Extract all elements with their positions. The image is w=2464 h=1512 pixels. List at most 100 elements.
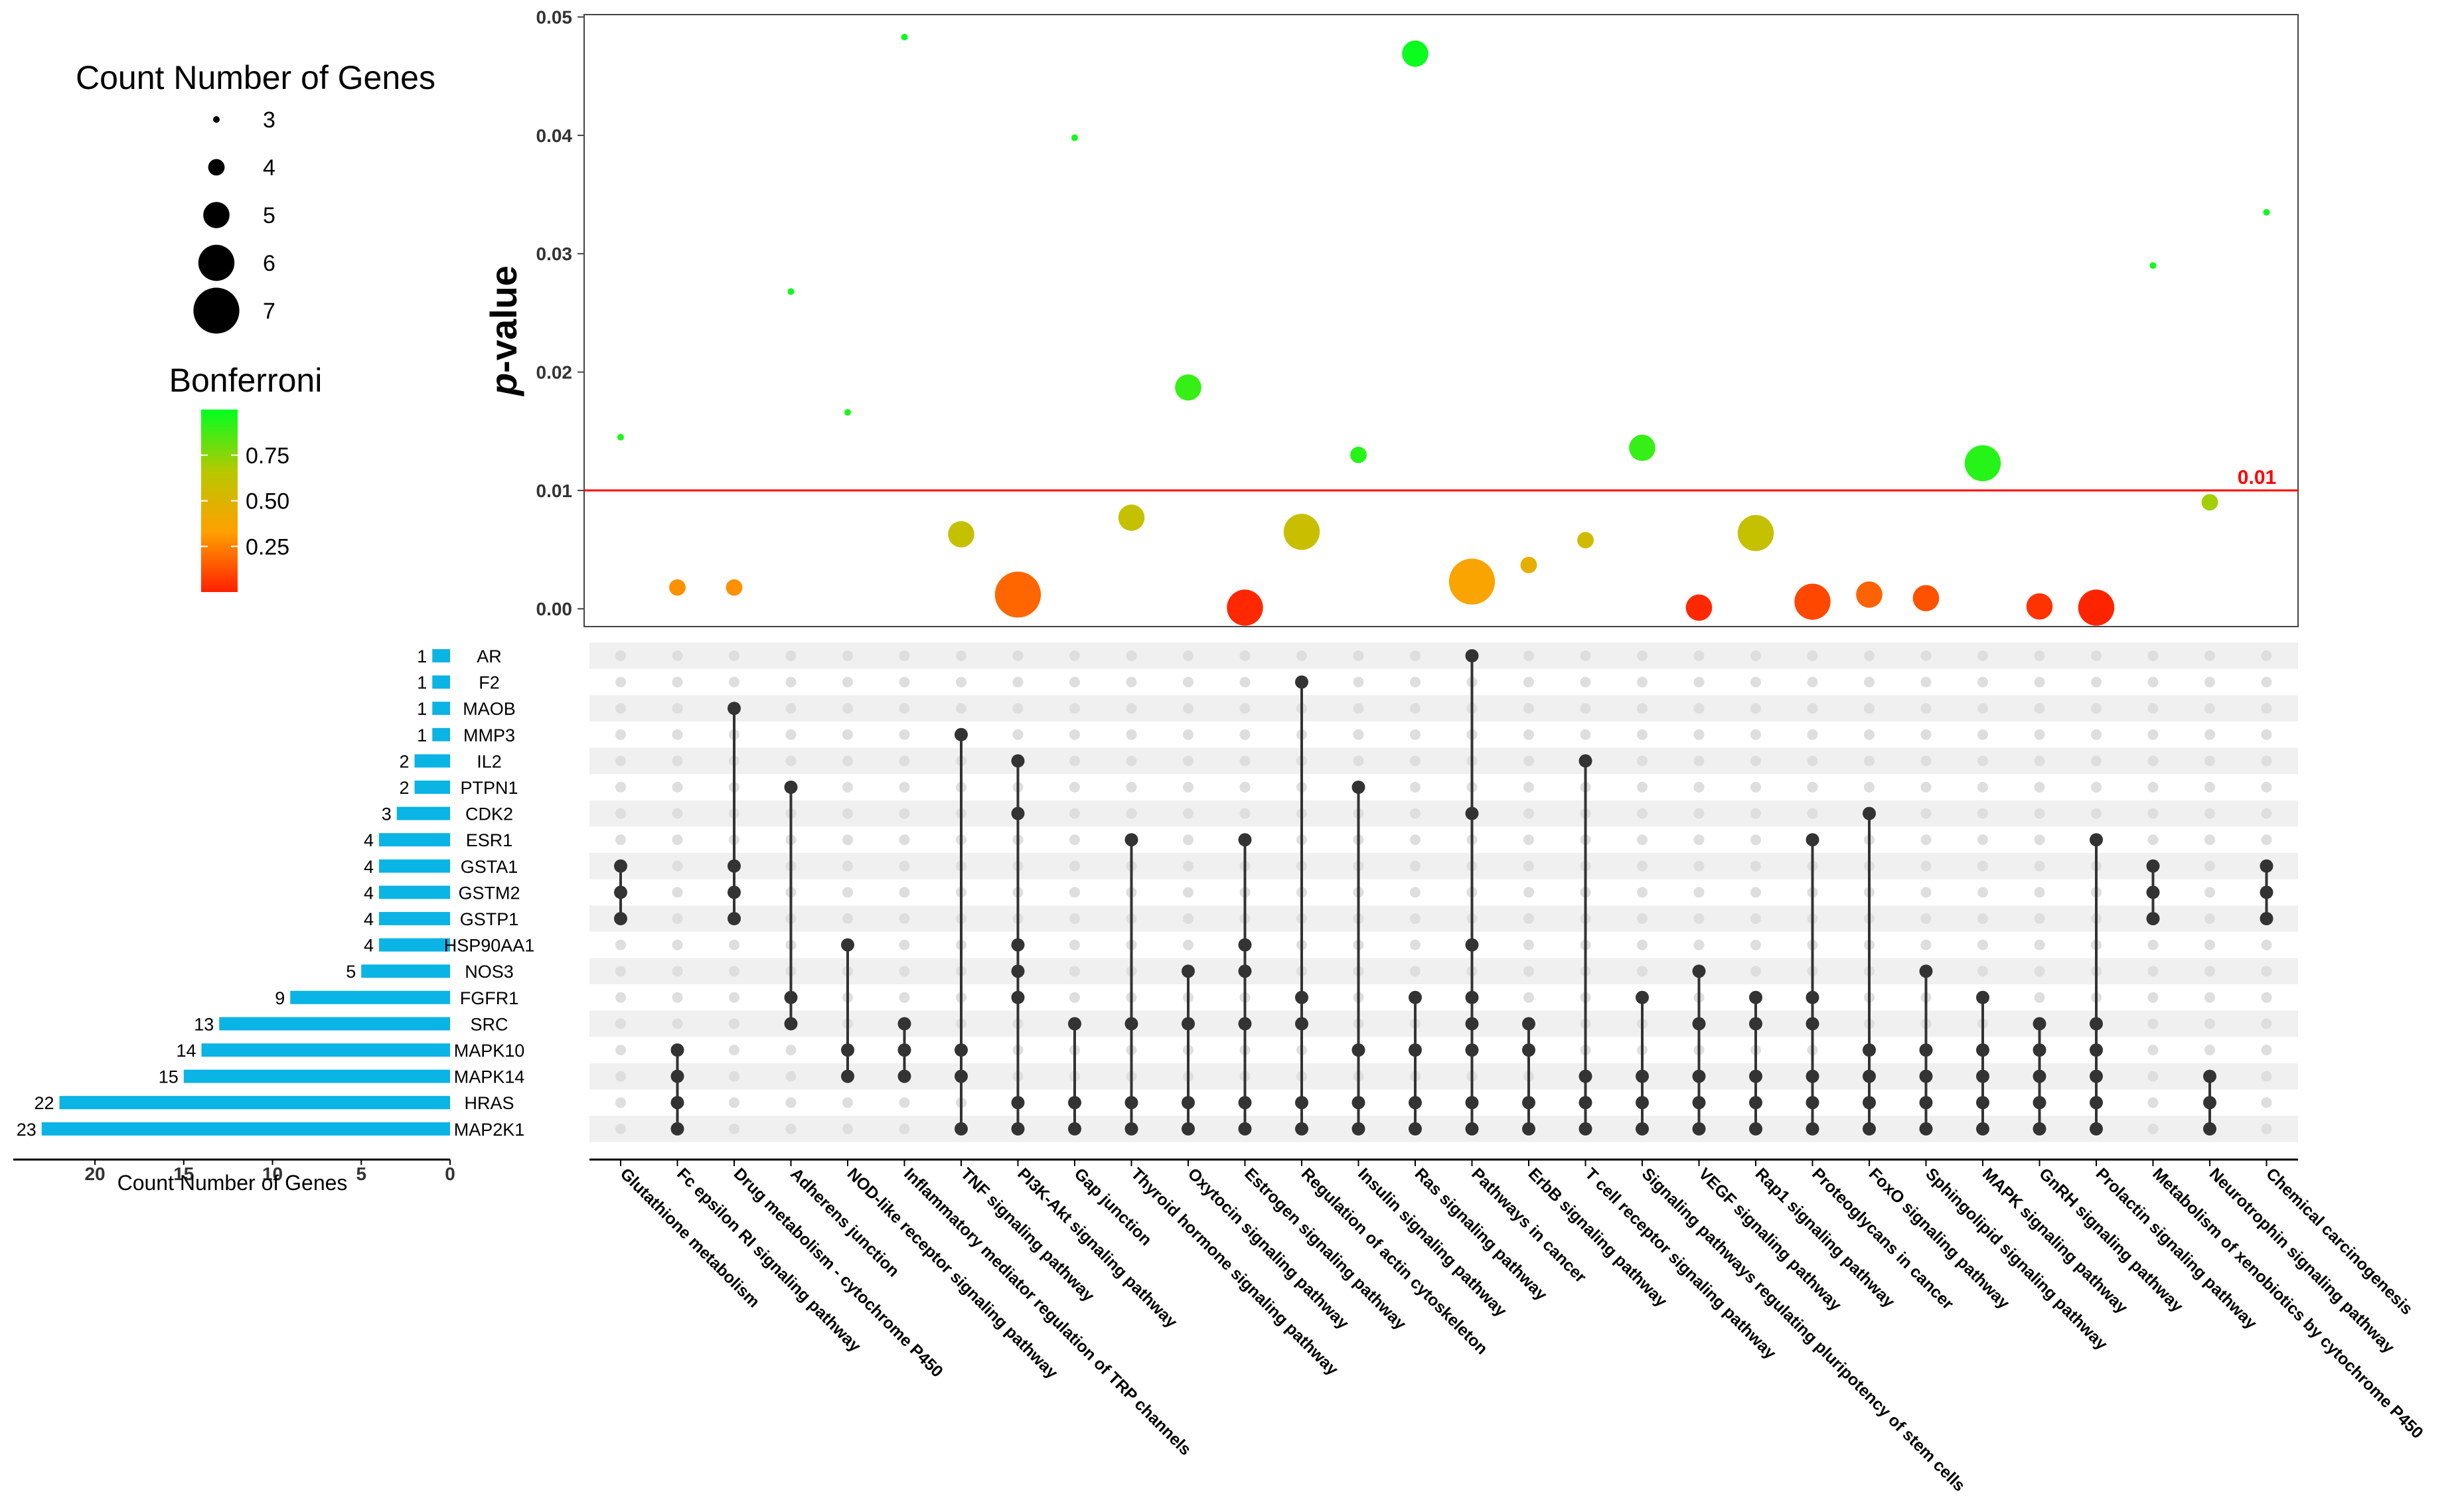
gene-count-label: 9: [275, 988, 285, 1008]
gene-bar: [414, 754, 450, 768]
matrix-empty-dot: [1523, 703, 1534, 714]
matrix-member-dot: [670, 1122, 684, 1136]
gene-count-label: 4: [364, 936, 374, 956]
matrix-member-dot: [1238, 964, 1252, 978]
matrix-empty-dot: [672, 939, 683, 950]
pvalue-point: [1520, 556, 1537, 573]
matrix-empty-dot: [1920, 703, 1932, 714]
matrix-empty-dot: [2261, 1097, 2272, 1108]
matrix-member-dot: [841, 938, 854, 952]
matrix-band: [589, 747, 2298, 775]
bar-x-tick-label: 10: [262, 1164, 283, 1184]
matrix-empty-dot: [1750, 939, 1761, 950]
matrix-member-dot: [1806, 833, 1819, 847]
matrix-member-dot: [1579, 1122, 1592, 1136]
gene-label: NOS3: [465, 962, 514, 982]
matrix-empty-dot: [2147, 676, 2159, 688]
size-legend-label: 6: [263, 251, 275, 276]
matrix-member-dot: [1976, 1096, 1989, 1110]
matrix-empty-dot: [956, 676, 966, 688]
matrix-empty-dot: [1069, 887, 1080, 898]
matrix-empty-dot: [672, 676, 683, 688]
gene-bar: [379, 912, 450, 925]
matrix-empty-dot: [1296, 650, 1307, 661]
matrix-empty-dot: [2034, 729, 2045, 740]
matrix-empty-dot: [1183, 939, 1194, 950]
matrix-empty-dot: [1637, 650, 1648, 661]
matrix-member-dot: [897, 1017, 911, 1031]
matrix-empty-dot: [2147, 966, 2159, 977]
matrix-empty-dot: [615, 808, 626, 819]
matrix-empty-dot: [1920, 782, 1932, 793]
matrix-empty-dot: [842, 676, 853, 688]
matrix-empty-dot: [2204, 966, 2215, 977]
matrix-empty-dot: [615, 782, 626, 793]
matrix-empty-dot: [729, 650, 739, 661]
matrix-member-dot: [1465, 649, 1479, 662]
matrix-empty-dot: [1977, 676, 1988, 688]
matrix-empty-dot: [2261, 1018, 2272, 1029]
pvalue-axis-title: p-value: [483, 265, 524, 397]
pvalue-point: [2026, 593, 2053, 620]
gene-bar: [432, 649, 450, 662]
matrix-member-dot: [1465, 1122, 1479, 1136]
gene-label: AR: [477, 646, 502, 666]
matrix-empty-dot: [2034, 834, 2045, 846]
matrix-empty-dot: [615, 676, 626, 688]
pvalue-point: [726, 579, 743, 596]
pvalue-point: [1737, 514, 1774, 552]
matrix-empty-dot: [2147, 782, 2159, 793]
matrix-empty-dot: [2261, 650, 2272, 661]
matrix-member-dot: [2203, 1096, 2216, 1110]
matrix-empty-dot: [2261, 1045, 2272, 1055]
matrix-empty-dot: [1069, 992, 1080, 1003]
matrix-member-dot: [1919, 1122, 1933, 1136]
gene-count-label: 1: [417, 699, 427, 719]
matrix-empty-dot: [1126, 650, 1137, 661]
matrix-empty-dot: [672, 1018, 683, 1029]
matrix-empty-dot: [2261, 1123, 2272, 1134]
matrix-member-dot: [2090, 1043, 2103, 1057]
gene-label: HRAS: [464, 1093, 514, 1113]
matrix-empty-dot: [672, 808, 683, 819]
matrix-empty-dot: [1977, 860, 1988, 871]
matrix-empty-dot: [1523, 860, 1534, 871]
gene-bar: [379, 833, 450, 847]
matrix-empty-dot: [1693, 703, 1705, 714]
matrix-empty-dot: [1637, 808, 1648, 819]
matrix-empty-dot: [2261, 939, 2272, 950]
gene-count-label: 4: [364, 909, 374, 929]
matrix-empty-dot: [785, 1045, 797, 1055]
matrix-member-dot: [784, 990, 798, 1004]
matrix-member-dot: [1011, 1122, 1025, 1136]
matrix-empty-dot: [1410, 729, 1421, 740]
gene-bar: [361, 964, 450, 978]
matrix-empty-dot: [2034, 808, 2045, 819]
matrix-member-dot: [1749, 990, 1762, 1004]
matrix-empty-dot: [899, 913, 910, 924]
matrix-member-dot: [1465, 806, 1479, 820]
matrix-empty-dot: [2204, 703, 2215, 714]
matrix-band: [589, 1116, 2298, 1142]
matrix-empty-dot: [1637, 676, 1648, 688]
matrix-member-dot: [1919, 964, 1933, 978]
matrix-band: [589, 1063, 2298, 1090]
matrix-member-dot: [1409, 1096, 1422, 1110]
matrix-member-dot: [2090, 1069, 2103, 1083]
matrix-empty-dot: [2261, 676, 2272, 688]
matrix-member-dot: [1124, 1096, 1138, 1110]
matrix-empty-dot: [2261, 808, 2272, 819]
matrix-member-dot: [1011, 754, 1025, 768]
matrix-band: [589, 695, 2298, 721]
matrix-empty-dot: [1523, 966, 1534, 977]
matrix-band: [589, 643, 2298, 669]
matrix-empty-dot: [1069, 676, 1080, 688]
pvalue-point: [1629, 434, 1656, 461]
matrix-empty-dot: [1637, 887, 1648, 898]
gene-count-label: 4: [364, 857, 374, 877]
matrix-member-dot: [1976, 990, 1989, 1004]
matrix-empty-dot: [1523, 834, 1534, 846]
matrix-empty-dot: [2147, 703, 2159, 714]
pvalue-point: [1577, 532, 1594, 549]
